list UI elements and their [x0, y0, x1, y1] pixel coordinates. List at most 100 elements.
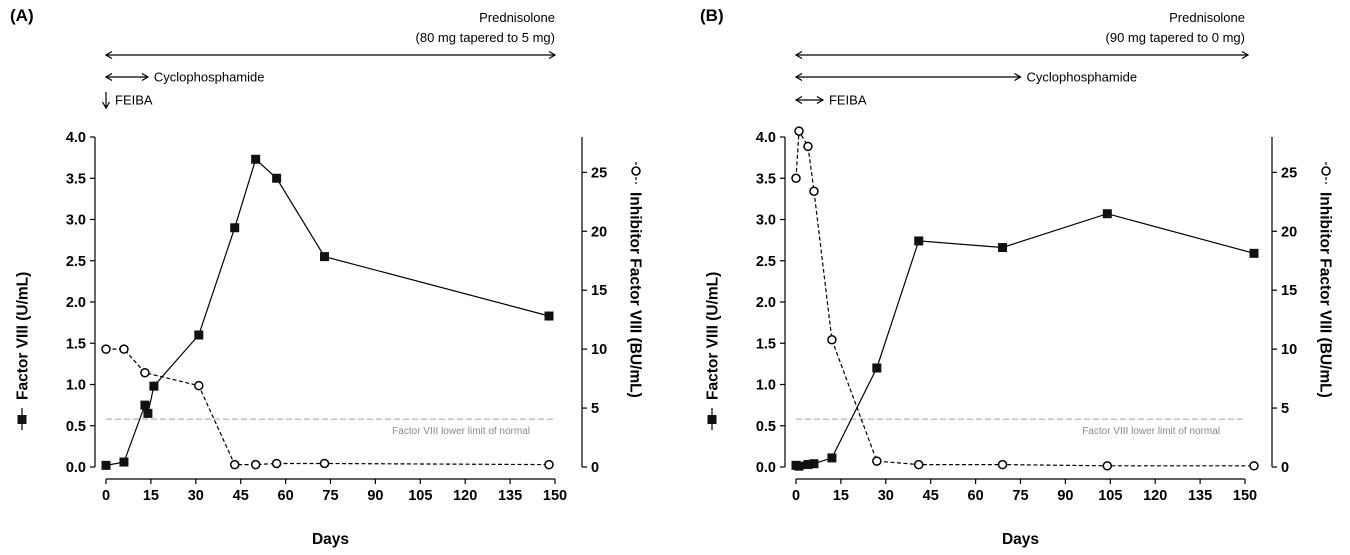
x-axis-tick-label: 120: [453, 488, 477, 504]
left-axis-title: Factor VIII (U/mL): [705, 272, 722, 400]
factor-viii-point: [809, 459, 819, 469]
treatment-arrow-head: [816, 95, 825, 105]
treatment-arrow-head: [794, 72, 803, 82]
left-axis-tick-label: 3.5: [66, 171, 86, 187]
left-axis-tick-label: 3.5: [756, 171, 776, 187]
inhibitor-point: [791, 173, 801, 183]
inhibitor-series-line: [795, 129, 1254, 467]
treatment-label: FEIBA: [115, 93, 153, 108]
factor-viii-point: [794, 461, 804, 471]
left-axis-tick-label: 2.0: [66, 295, 86, 311]
treatment-arrow-head: [104, 72, 113, 82]
inhibitor-point: [319, 458, 330, 469]
x-axis-tick-label: 45: [233, 488, 249, 504]
chart-panel-a: (A) Prednisolone (80 mg tapered to 5 mg) Cy…: [10, 6, 644, 548]
left-axis-tick-label: 2.5: [66, 254, 86, 270]
left-axis-tick-label: 2.5: [756, 254, 776, 270]
right-axis-tick-label: 25: [591, 165, 607, 181]
factor-viii-point: [119, 457, 129, 467]
factor-viii-point: [194, 330, 204, 340]
right-axis-tick-label: 15: [591, 283, 607, 299]
right-axis-title: Inhibitor Factor VIII (BU/mL): [1317, 192, 1334, 398]
factor-viii-point: [149, 381, 159, 391]
legend-marker-factor: [17, 415, 27, 424]
left-axis-tick-label: 1.5: [756, 336, 776, 352]
x-axis-tick-label: 135: [498, 488, 522, 504]
inhibitor-point: [809, 186, 819, 196]
x-axis-tick-label: 15: [833, 488, 849, 504]
x-axis-tick-label: 75: [1012, 488, 1028, 504]
treatment-arrow-head: [141, 72, 150, 82]
right-axis-tick-label: 25: [1281, 165, 1297, 181]
left-axis-title-group: Factor VIII (U/mL): [15, 272, 32, 430]
treatment-arrow-head: [794, 95, 803, 105]
right-axis-title-group: Inhibitor Factor VIII (BU/mL): [1317, 162, 1334, 398]
factor-viii-point: [1249, 248, 1259, 258]
treatment-label: Cyclophosphamide: [154, 70, 265, 85]
treatment-arrow-head: [104, 50, 113, 60]
right-axis-title: Inhibitor Factor VIII (BU/mL): [627, 192, 644, 398]
treatment-arrow-head: [1014, 72, 1022, 82]
x-axis-tick-label: 120: [1143, 488, 1167, 504]
factor-viii-point: [272, 173, 282, 183]
left-axis-tick-label: 3.0: [756, 213, 776, 229]
inhibitor-point: [229, 459, 240, 470]
factor-viii-point: [1102, 209, 1112, 219]
x-axis-tick-label: 105: [408, 488, 432, 504]
x-axis-tick-label: 30: [878, 488, 894, 504]
x-axis-tick-label: 90: [1057, 488, 1073, 504]
left-axis-tick-label: 4.0: [756, 130, 776, 146]
treatment-arrow-head: [548, 50, 557, 60]
legend-marker-inhibitor: [1321, 166, 1331, 176]
right-axis-tick-label: 15: [1281, 283, 1297, 299]
left-axis-title: Factor VIII (U/mL): [15, 272, 32, 400]
left-axis-tick-label: 0.0: [66, 460, 86, 476]
left-axis-tick-label: 0.5: [756, 419, 776, 435]
treatment-label: Prednisolone: [1169, 10, 1245, 25]
x-axis-tick-label: 15: [143, 488, 159, 504]
right-axis-tick-label: 5: [591, 401, 599, 417]
right-axis-tick-label: 0: [591, 460, 599, 476]
x-axis-tick-label: 45: [923, 488, 939, 504]
x-axis-tick-label: 60: [968, 488, 984, 504]
treatment-label: Cyclophosphamide: [1027, 70, 1138, 85]
inhibitor-point: [250, 459, 261, 470]
left-axis-tick-label: 2.0: [756, 295, 776, 311]
left-axis-tick-label: 1.0: [66, 378, 86, 394]
x-axis-tick-label: 60: [278, 488, 294, 504]
left-axis-tick-label: 0.0: [756, 460, 776, 476]
x-axis-tick-label: 90: [367, 488, 383, 504]
left-axis-title-group: Factor VIII (U/mL): [705, 272, 722, 430]
inhibitor-point: [1102, 461, 1113, 471]
inhibitor-point: [1249, 461, 1259, 471]
inhibitor-point: [803, 141, 813, 152]
treatment-arrow-head: [1241, 50, 1250, 60]
x-axis-tick-label: 30: [188, 488, 204, 504]
treatment-arrow-head: [101, 101, 111, 110]
x-axis-tick-label: 0: [792, 488, 800, 504]
left-axis-tick-label: 0.5: [66, 419, 86, 435]
x-axis-tick-label: 75: [322, 488, 338, 504]
left-axis-tick-label: 3.0: [66, 213, 86, 229]
factor-viii-point: [914, 236, 924, 246]
factor-viii-point: [143, 408, 153, 418]
x-axis-title: Days: [312, 531, 349, 548]
chart-panel-b: (B) Prednisolone (90 mg tapered to 0 mg) Cy…: [700, 6, 1334, 548]
inhibitor-point: [872, 456, 882, 466]
legend-marker-inhibitor: [631, 166, 641, 176]
treatment-sublabel: (80 mg tapered to 5 mg): [416, 30, 555, 45]
panel-label: (A): [10, 6, 34, 25]
right-axis-tick-label: 20: [1281, 224, 1297, 240]
right-axis-tick-label: 5: [1281, 401, 1289, 417]
inhibitor-point: [101, 344, 111, 354]
factor-viii-point: [101, 460, 111, 470]
factor-viii-point: [140, 400, 150, 410]
legend-marker-factor: [707, 415, 717, 424]
x-axis-tick-label: 105: [1098, 488, 1122, 504]
inhibitor-point: [140, 367, 150, 378]
right-axis-tick-label: 20: [591, 224, 607, 240]
inhibitor-point: [544, 459, 554, 470]
factor-viii-point: [230, 223, 240, 233]
x-axis-tick-label: 0: [102, 488, 110, 504]
